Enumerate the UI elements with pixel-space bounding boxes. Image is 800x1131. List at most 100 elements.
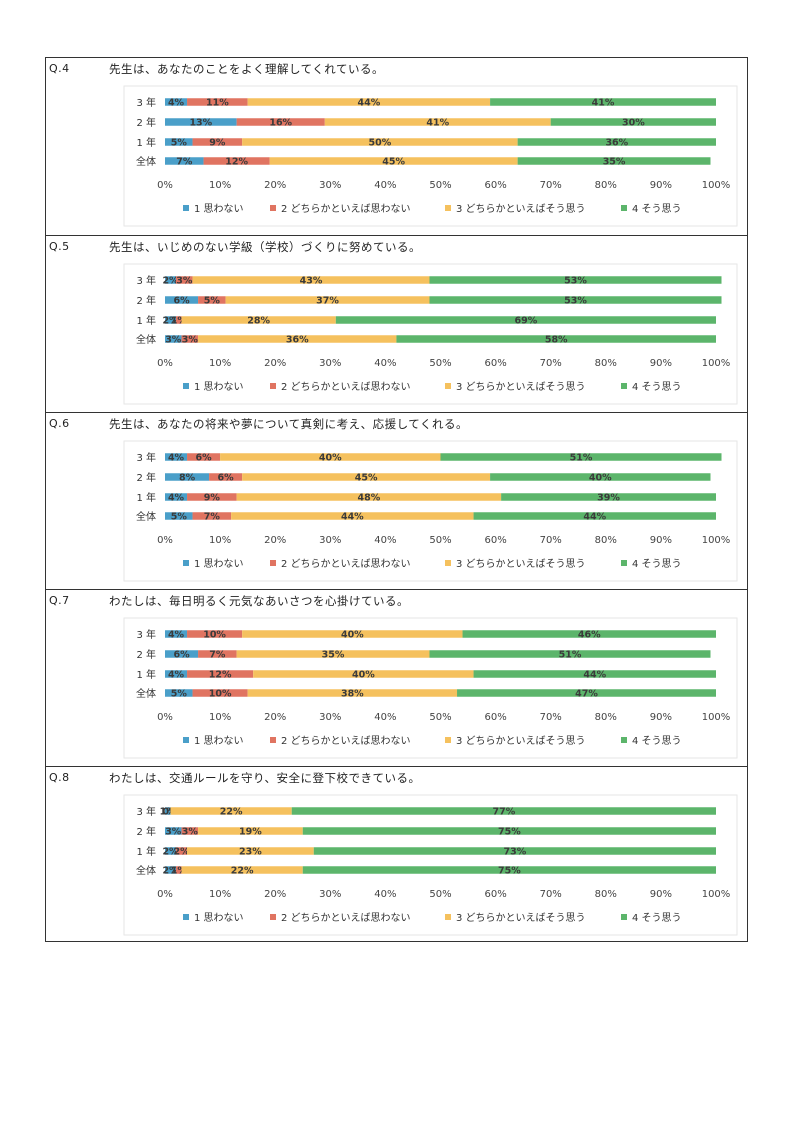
- bar-segment: [462, 630, 716, 638]
- legend-label: 2 どちらかといえば思わない: [281, 381, 411, 393]
- legend-label: 1 思わない: [194, 735, 244, 747]
- bar-segment: [187, 453, 221, 461]
- data-label: 51%: [570, 453, 593, 464]
- bar-segment: [176, 276, 193, 284]
- category-label: 全体: [136, 510, 156, 523]
- data-label: 4%: [168, 493, 185, 504]
- data-label: 45%: [355, 473, 378, 484]
- data-label: 2%: [162, 276, 179, 287]
- data-label: 1%: [171, 316, 188, 327]
- tick-label: 90%: [650, 358, 672, 369]
- tick-label: 70%: [540, 712, 562, 723]
- data-label: 46%: [578, 630, 601, 641]
- data-label: 28%: [247, 316, 270, 327]
- tick-label: 80%: [595, 358, 617, 369]
- legend-label: 4 そう思う: [632, 203, 682, 215]
- tick-label: 30%: [319, 889, 341, 900]
- tick-label: 50%: [429, 535, 451, 546]
- bar-segment: [165, 807, 171, 815]
- legend-swatch: [621, 560, 627, 566]
- plot-area: [123, 263, 738, 405]
- bar-segment: [165, 453, 188, 461]
- legend-label: 4 そう思う: [632, 912, 682, 924]
- question-number: Q.8: [49, 771, 70, 784]
- tick-label: 10%: [209, 180, 231, 191]
- question-number: Q.7: [49, 594, 70, 607]
- category-label: 2 年: [136, 294, 156, 307]
- data-label: 2%: [162, 847, 179, 858]
- bar-segment: [269, 157, 518, 165]
- tick-label: 20%: [264, 535, 286, 546]
- legend-swatch: [445, 737, 451, 743]
- data-label: 4%: [168, 630, 185, 641]
- data-label: 75%: [498, 827, 521, 838]
- legend-swatch: [270, 737, 276, 743]
- category-label: 3 年: [136, 628, 156, 641]
- legend-label: 3 どちらかといえばそう思う: [456, 558, 586, 570]
- bar-segment: [170, 807, 292, 815]
- bar-segment: [165, 847, 177, 855]
- stacked-bar-chart: 3 年 1%0% 22% 77%2 年 3% 3% 19% 75%1 年 2%2% 23% 73%全…: [123, 794, 738, 936]
- legend-label: 2 どちらかといえば思わない: [281, 735, 411, 747]
- data-label: 16%: [269, 118, 292, 129]
- bar-segment: [187, 493, 237, 501]
- data-label: 6%: [195, 453, 212, 464]
- category-label: 全体: [136, 155, 156, 168]
- bar-segment: [165, 827, 182, 835]
- data-label: 2%: [162, 316, 179, 327]
- data-label: 22%: [231, 866, 254, 877]
- bar-segment: [176, 316, 182, 324]
- bar-segment: [242, 630, 463, 638]
- bar-segment: [429, 296, 722, 304]
- bar-segment: [165, 98, 188, 106]
- bar-segment: [490, 98, 716, 106]
- tick-label: 80%: [595, 535, 617, 546]
- bar-segment: [242, 138, 518, 146]
- data-label: 37%: [316, 296, 339, 307]
- question-title: 先生は、あなたの将来や夢について真剣に考え、応援してくれる。: [109, 417, 468, 431]
- bar-segment: [165, 493, 188, 501]
- category-label: 2 年: [136, 116, 156, 129]
- category-label: 2 年: [136, 648, 156, 661]
- stacked-bar-chart: 3 年 4% 11% 44% 41% 2 年 13% 16% 41% 30% 1 年 5% 9% 50% 3…: [123, 85, 738, 227]
- bar-segment: [236, 493, 502, 501]
- data-label: 5%: [171, 689, 188, 700]
- survey-sheet: Q.4 先生は、あなたのことをよく理解してくれている。 3 年 4% 11% 44% 4…: [45, 57, 748, 942]
- tick-label: 70%: [540, 889, 562, 900]
- bar-segment: [242, 473, 491, 481]
- data-label: 5%: [171, 138, 188, 149]
- data-label: 48%: [357, 493, 380, 504]
- tick-label: 20%: [264, 712, 286, 723]
- tick-label: 100%: [702, 358, 731, 369]
- data-label: 8%: [179, 473, 196, 484]
- bar-segment: [302, 827, 716, 835]
- category-label: 1 年: [136, 845, 156, 858]
- legend-swatch: [183, 205, 189, 211]
- tick-label: 80%: [595, 889, 617, 900]
- legend-label: 4 そう思う: [632, 735, 682, 747]
- tick-label: 20%: [264, 889, 286, 900]
- tick-label: 90%: [650, 889, 672, 900]
- bar-segment: [396, 335, 716, 343]
- bar-segment: [165, 118, 237, 126]
- data-label: 5%: [171, 512, 188, 523]
- category-label: 3 年: [136, 274, 156, 287]
- stacked-bar-chart: 3 年 4% 10% 40% 46% 2 年 6% 7% 35% 51% 1 年 4% 12% 40% 44…: [123, 617, 738, 759]
- legend-swatch: [183, 914, 189, 920]
- tick-label: 20%: [264, 358, 286, 369]
- bar-segment: [165, 296, 199, 304]
- tick-label: 90%: [650, 535, 672, 546]
- bar-segment: [181, 335, 199, 343]
- bar-segment: [291, 807, 716, 815]
- bar-segment: [187, 847, 314, 855]
- data-label: 50%: [369, 138, 392, 149]
- data-label: 40%: [319, 453, 342, 464]
- bar-segment: [302, 866, 716, 874]
- bar-segment: [517, 157, 711, 165]
- data-label: 47%: [575, 689, 598, 700]
- data-label: 36%: [286, 335, 309, 346]
- data-label: 3%: [165, 335, 182, 346]
- bar-segment: [490, 473, 711, 481]
- tick-label: 10%: [209, 358, 231, 369]
- legend-swatch: [445, 383, 451, 389]
